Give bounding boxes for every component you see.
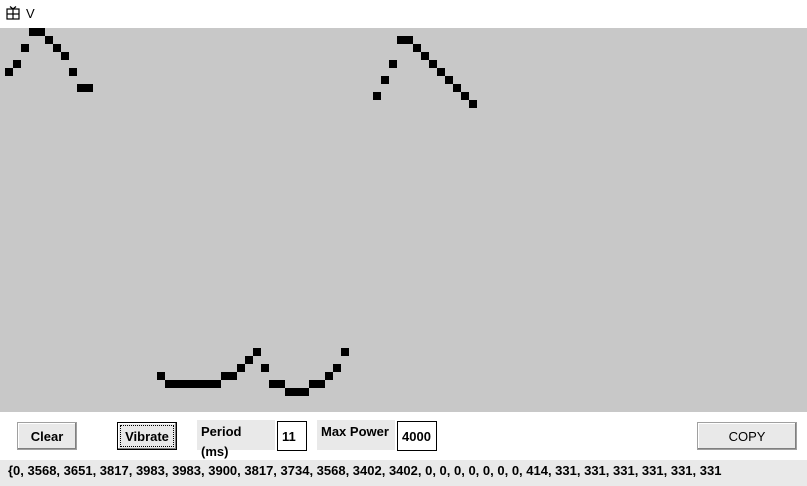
drawn-pixel <box>397 36 413 44</box>
pattern-output-text: {0, 3568, 3651, 3817, 3983, 3983, 3900, … <box>0 460 807 486</box>
period-input[interactable] <box>277 421 307 451</box>
max-power-input[interactable] <box>397 421 437 451</box>
drawn-pixel <box>261 364 269 372</box>
drawn-pixel <box>341 348 349 356</box>
max-power-label: Max Power <box>317 420 395 450</box>
drawn-pixel <box>413 44 421 52</box>
drawn-pixel <box>421 52 429 60</box>
drawn-pixel <box>157 372 165 380</box>
vibrate-button[interactable]: Vibrate <box>117 422 177 450</box>
drawn-pixel <box>77 84 93 92</box>
drawn-pixel <box>469 100 477 108</box>
drawn-pixel <box>53 44 61 52</box>
clear-button[interactable]: Clear <box>17 422 77 450</box>
drawn-pixel <box>309 380 325 388</box>
drawn-pixel <box>245 356 253 364</box>
drawn-pixel <box>45 36 53 44</box>
drawn-pixel <box>453 84 461 92</box>
drawn-pixel <box>221 372 237 380</box>
drawn-pixel <box>373 92 381 100</box>
drawn-pixel <box>61 52 69 60</box>
drawn-pixel <box>269 380 285 388</box>
drawn-pixel <box>5 68 13 76</box>
drawn-pixel <box>21 44 29 52</box>
drawn-pixel <box>445 76 453 84</box>
window-title: V <box>26 6 35 21</box>
drawn-pixel <box>253 348 261 356</box>
drawn-pixel <box>69 68 77 76</box>
drawn-pixel <box>237 364 245 372</box>
drawn-pixel <box>165 380 221 388</box>
waveform-plot <box>5 28 477 396</box>
drawn-pixel <box>285 388 309 396</box>
title-bar: V <box>0 0 807 28</box>
period-label: Period (ms) <box>197 420 275 459</box>
drawn-pixel <box>437 68 445 76</box>
drawn-pixel <box>461 92 469 100</box>
drawn-pixel <box>389 60 397 68</box>
drawn-pixel <box>381 76 389 84</box>
drawn-pixel <box>333 364 341 372</box>
copy-button[interactable]: COPY <box>697 422 797 450</box>
drawn-pixel <box>429 60 437 68</box>
control-bar: Clear Vibrate Period (ms) Max Power COPY <box>0 412 807 460</box>
drawn-pixel <box>13 60 21 68</box>
app-grid-icon <box>6 6 20 20</box>
drawn-pixel <box>325 372 333 380</box>
drawing-canvas[interactable] <box>0 28 807 412</box>
drawn-pixel <box>29 28 45 36</box>
